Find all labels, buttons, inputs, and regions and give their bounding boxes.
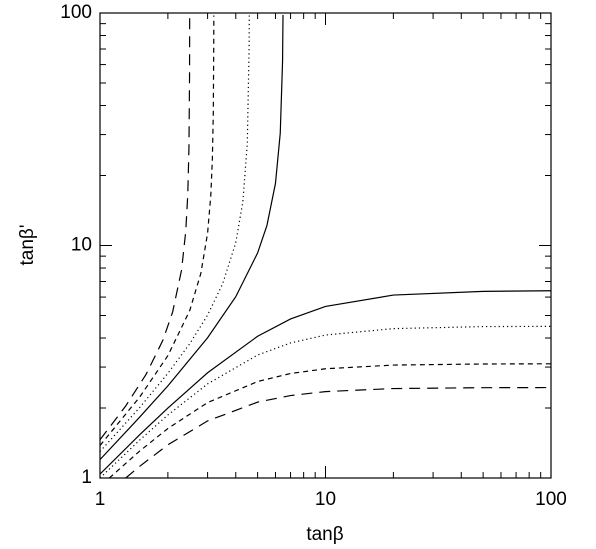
x-tick-label: 1 <box>95 489 106 510</box>
curve <box>100 15 215 446</box>
x-axis-label: tanβ <box>306 524 343 545</box>
curve <box>108 363 551 478</box>
curve <box>100 325 551 478</box>
curve <box>100 16 191 441</box>
y-tick-label: 100 <box>60 2 92 23</box>
curve <box>100 14 284 460</box>
curve <box>125 386 551 478</box>
y-tick-label: 1 <box>81 467 92 488</box>
curve <box>100 14 250 452</box>
x-tick-label: 10 <box>315 489 336 510</box>
y-axis-label: tanβ' <box>17 225 38 266</box>
y-tick-label: 10 <box>71 235 92 256</box>
x-tick-label: 100 <box>535 489 567 510</box>
curve <box>100 290 551 475</box>
